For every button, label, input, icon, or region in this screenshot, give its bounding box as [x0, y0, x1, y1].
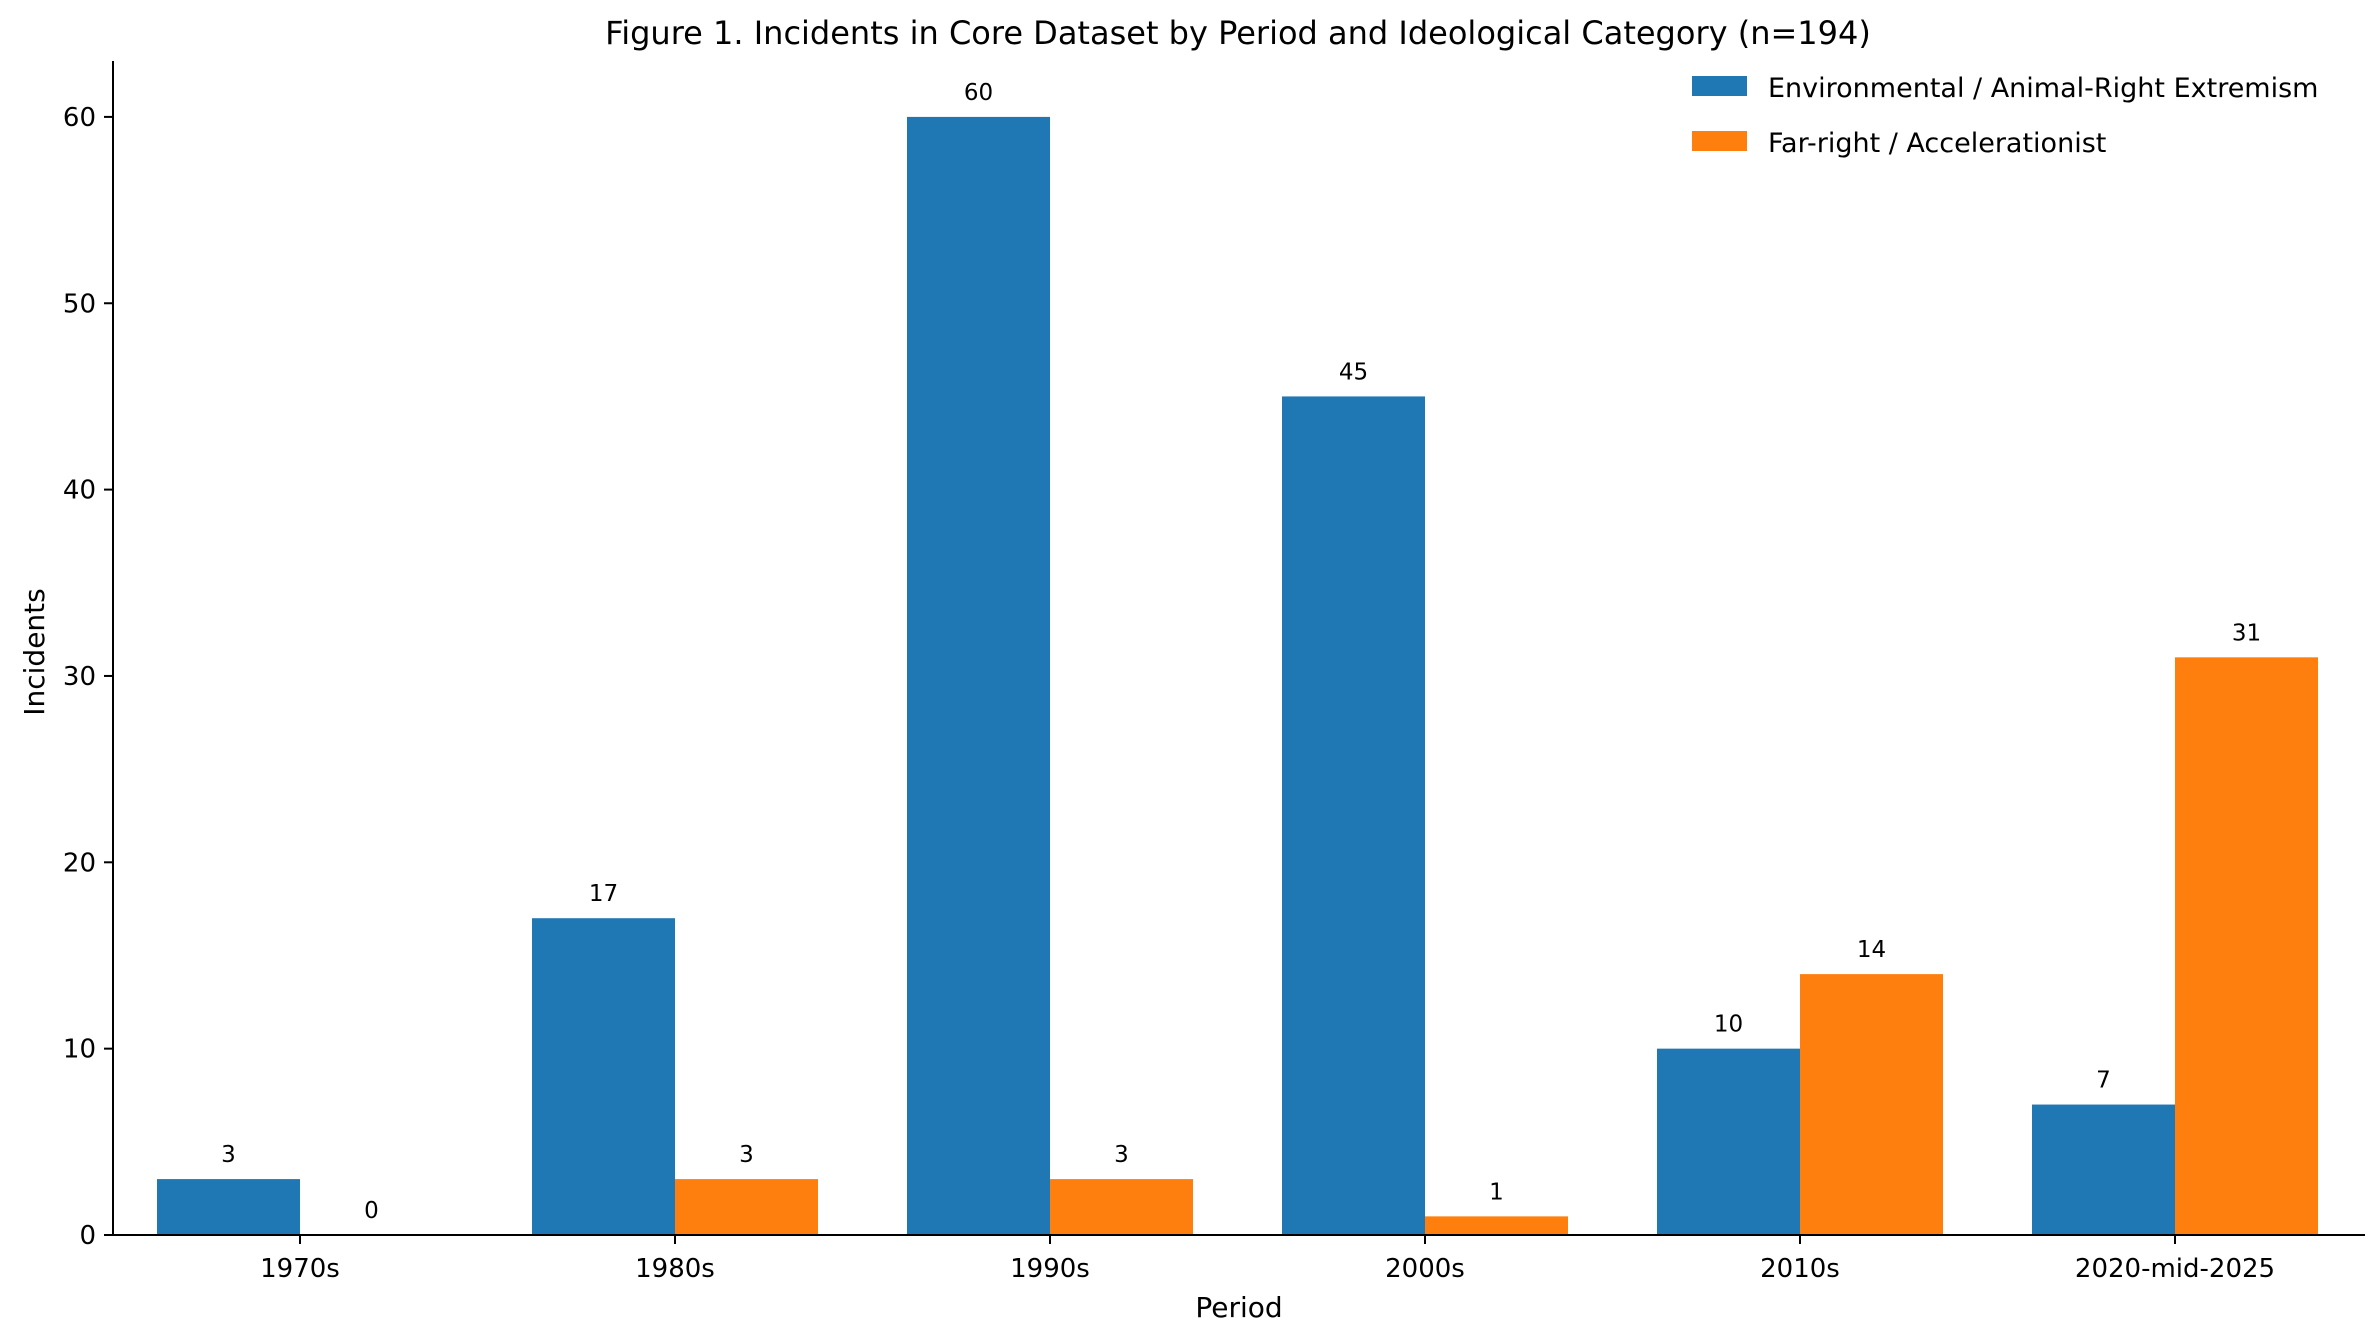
y-tick-label: 60	[63, 103, 96, 133]
chart-title: Figure 1. Incidents in Core Dataset by P…	[605, 14, 1871, 52]
bar-series2-2000s	[1425, 1216, 1568, 1235]
x-tick-label: 1970s	[260, 1254, 340, 1284]
data-label: 60	[964, 80, 993, 106]
bar-series2-1990s	[1050, 1179, 1193, 1235]
data-label: 3	[221, 1142, 236, 1168]
y-tick-label: 50	[63, 289, 96, 319]
y-axis-label: Incidents	[18, 588, 51, 716]
y-tick-label: 20	[63, 848, 96, 878]
x-tick-label: 2000s	[1385, 1254, 1465, 1284]
y-tick-label: 40	[63, 476, 96, 506]
x-axis-label: Period	[1195, 1291, 1282, 1324]
bar-series1-1980s	[532, 918, 675, 1235]
x-tick-label: 2020-mid-2025	[2075, 1254, 2275, 1284]
bar-series1-1990s	[907, 116, 1050, 1235]
x-tick-label: 2010s	[1760, 1254, 1840, 1284]
data-label: 10	[1714, 1012, 1743, 1038]
bar-series1-2020-mid-2025	[2032, 1104, 2175, 1235]
y-tick-label: 0	[79, 1221, 96, 1251]
data-label: 3	[739, 1142, 754, 1168]
data-label: 31	[2232, 620, 2261, 646]
data-label: 0	[364, 1198, 379, 1224]
data-label: 45	[1339, 359, 1368, 385]
bar-series1-2010s	[1657, 1048, 1800, 1235]
data-label: 3	[1114, 1142, 1129, 1168]
data-label: 14	[1857, 937, 1886, 963]
y-tick-label: 30	[63, 662, 96, 692]
data-label: 1	[1489, 1179, 1504, 1205]
legend-item-2: Far-right / Accelerationist	[1692, 128, 2106, 159]
legend-label: Environmental / Animal-Right Extremism	[1768, 73, 2318, 104]
x-tick-label: 1990s	[1010, 1254, 1090, 1284]
y-axis-ticks: 0 10 20 30 40 50 60	[63, 103, 113, 1251]
data-label: 7	[2096, 1068, 2111, 1094]
legend-item-1: Environmental / Animal-Right Extremism	[1692, 73, 2318, 104]
legend-swatch	[1692, 131, 1747, 151]
bar-series1-2000s	[1282, 396, 1425, 1235]
bar-series1-1970s	[157, 1179, 300, 1235]
legend: Environmental / Animal-Right Extremism Fa…	[1692, 73, 2318, 159]
y-tick-label: 10	[63, 1035, 96, 1065]
bar-series2-1980s	[675, 1179, 818, 1235]
legend-label: Far-right / Accelerationist	[1768, 128, 2106, 159]
legend-swatch	[1692, 76, 1747, 96]
x-axis-ticks: 1970s 1980s 1990s 2000s 2010s 2020-mid-2025	[260, 1235, 2275, 1284]
bar-series2-2010s	[1800, 974, 1943, 1235]
data-label: 17	[589, 881, 618, 907]
x-tick-label: 1980s	[635, 1254, 715, 1284]
bar-series2-2020-mid-2025	[2175, 657, 2318, 1235]
